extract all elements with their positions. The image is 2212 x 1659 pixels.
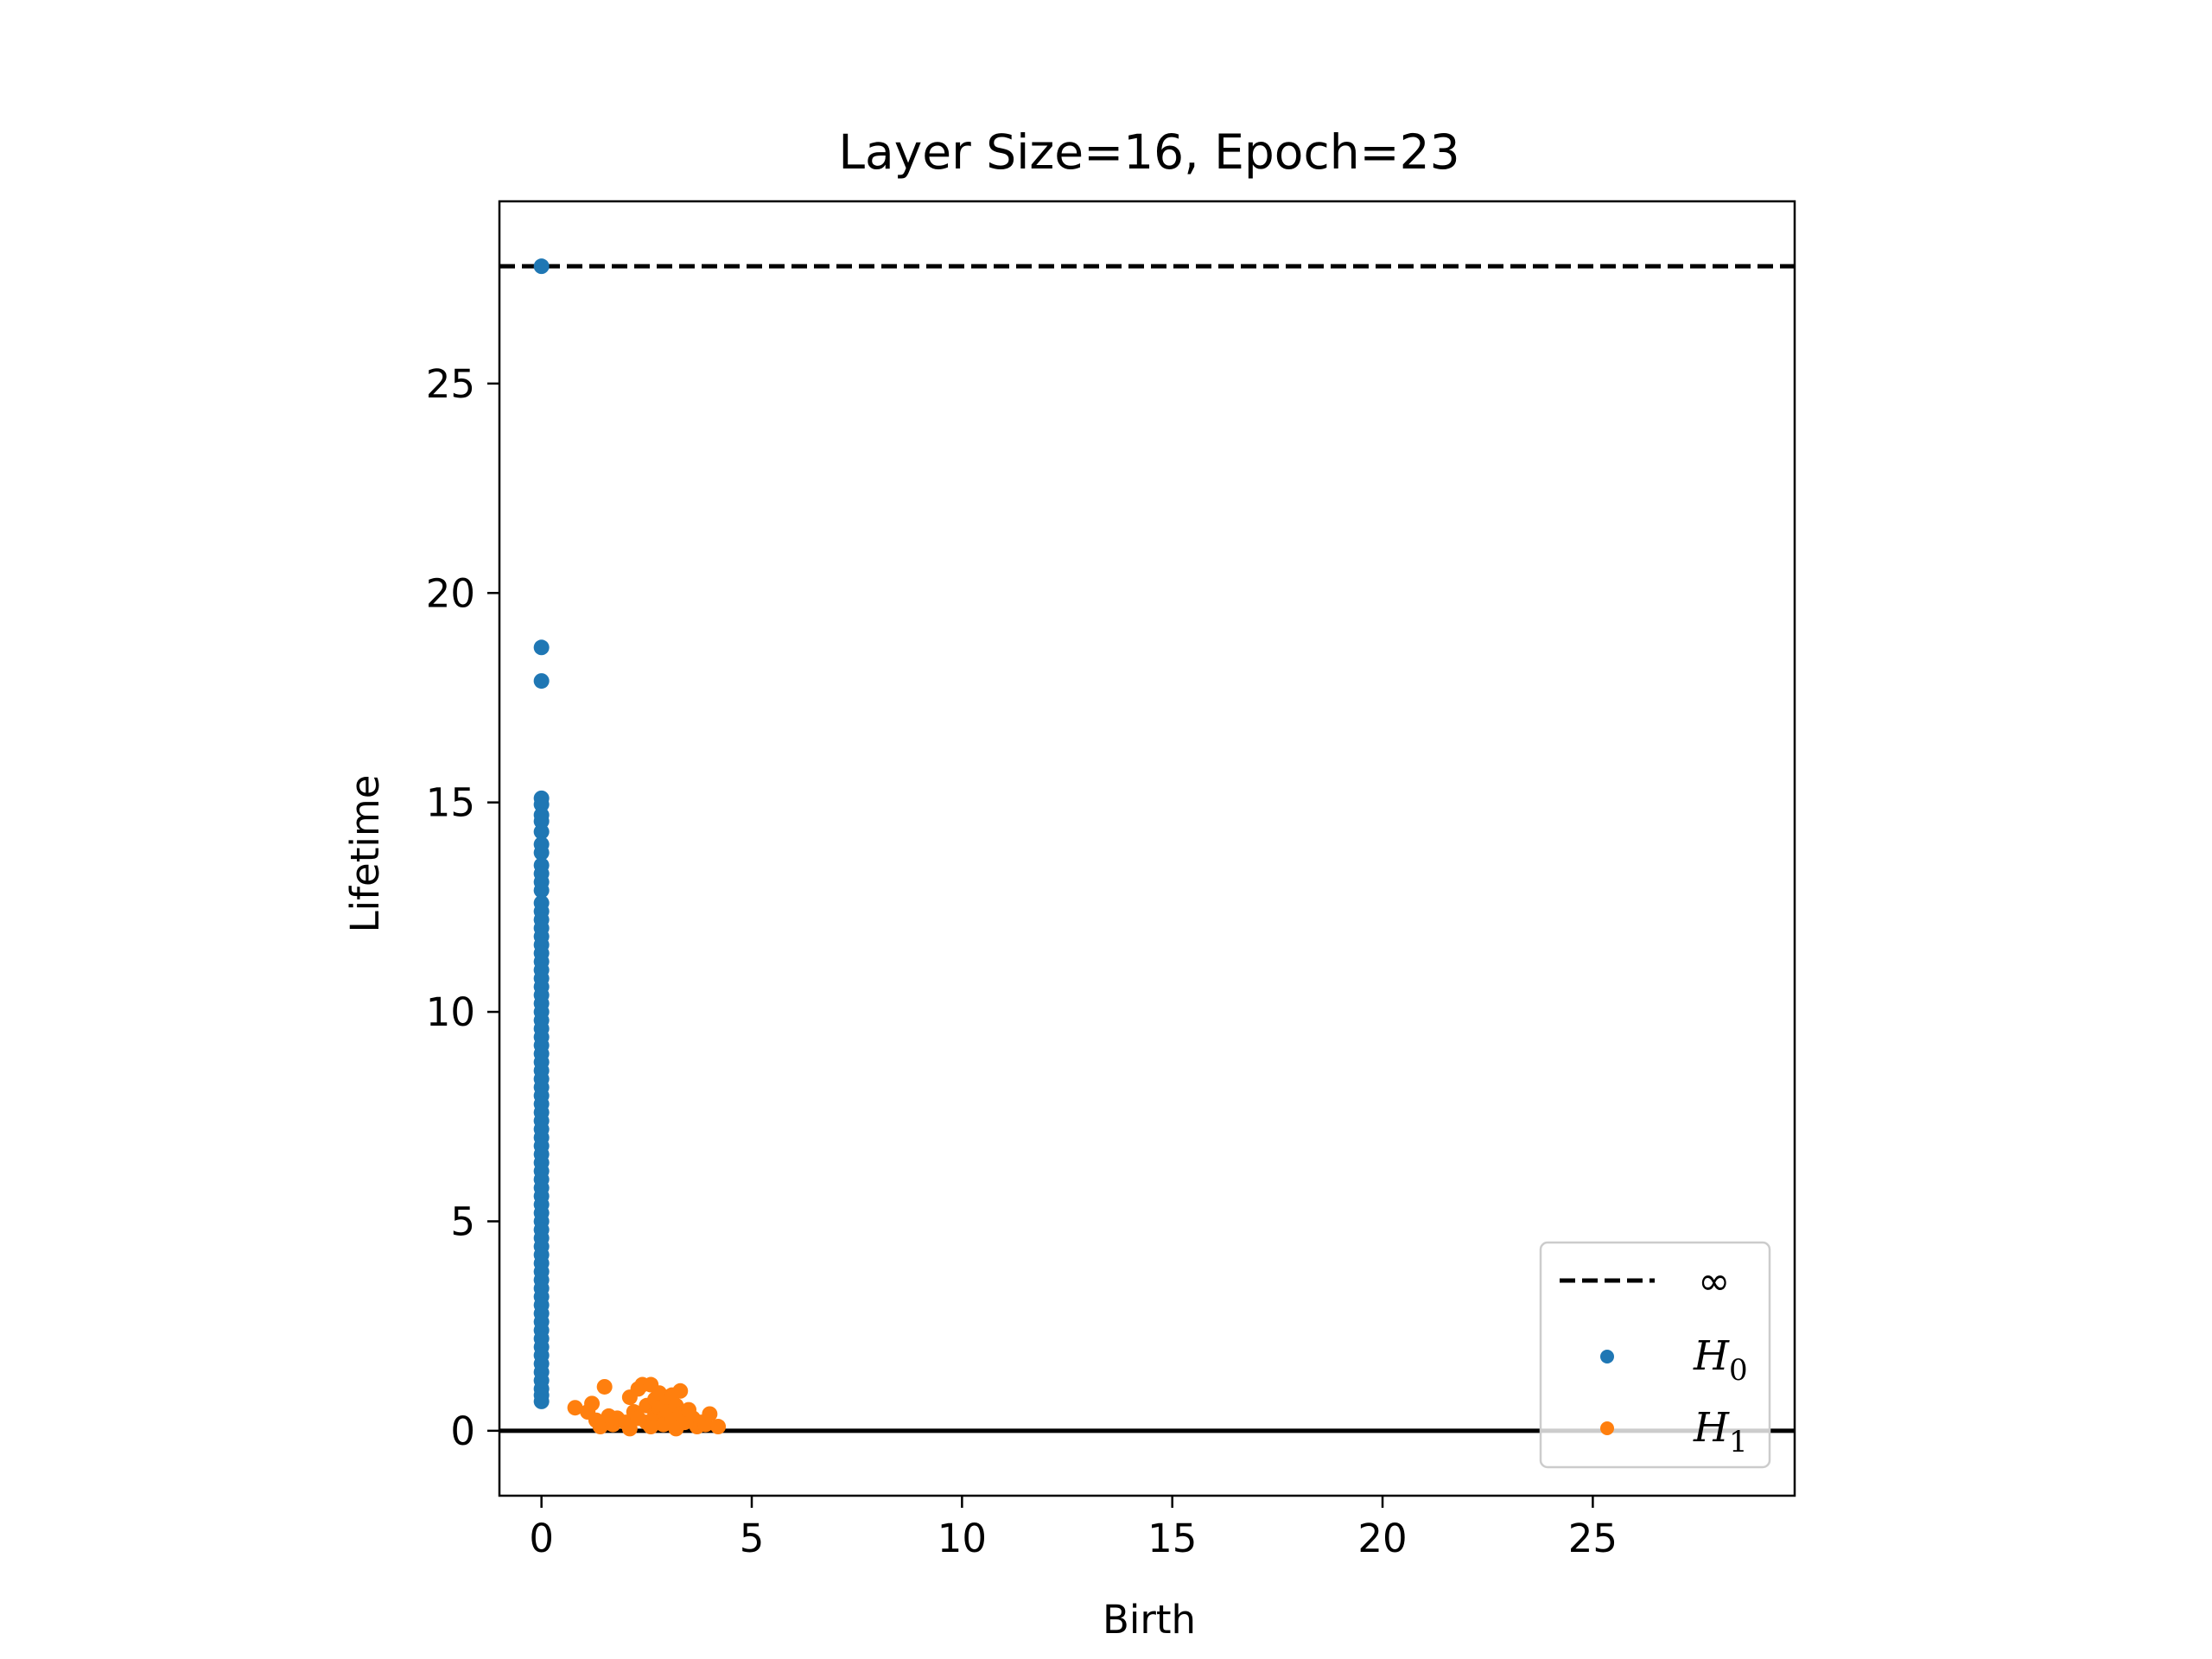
legend-h0-base: H bbox=[1693, 1332, 1730, 1380]
series-h1 bbox=[567, 1376, 727, 1437]
x-tick-label: 0 bbox=[529, 1516, 554, 1561]
axes-frame bbox=[498, 200, 1796, 1497]
plot-area bbox=[498, 200, 1796, 1497]
legend-h0-label: H0 bbox=[1693, 1332, 1748, 1388]
point-h1 bbox=[702, 1406, 718, 1422]
point-h1 bbox=[672, 1382, 689, 1399]
point-h0 bbox=[533, 673, 550, 690]
point-h1 bbox=[567, 1400, 583, 1416]
legend: ∞ H0 H1 bbox=[1539, 1241, 1771, 1469]
y-tick-label: 15 bbox=[426, 780, 475, 826]
point-h0 bbox=[533, 844, 550, 861]
y-tick-label: 20 bbox=[426, 570, 475, 616]
x-axis-ticks: 0 5 10 15 20 25 bbox=[529, 1496, 1618, 1561]
legend-infinity-label: ∞ bbox=[1698, 1258, 1731, 1304]
point-h0 bbox=[533, 258, 550, 275]
y-tick-label: 5 bbox=[450, 1198, 475, 1244]
legend-h1-label: H1 bbox=[1693, 1404, 1748, 1459]
y-tick-label: 25 bbox=[426, 361, 475, 407]
x-tick-label: 25 bbox=[1568, 1516, 1618, 1561]
y-axis-ticks: 0 5 10 15 20 25 bbox=[426, 361, 499, 1454]
point-h1 bbox=[596, 1378, 613, 1395]
point-h1 bbox=[710, 1419, 727, 1435]
y-axis-label: Lifetime bbox=[342, 775, 388, 933]
point-h1 bbox=[592, 1419, 608, 1435]
legend-h1-sub: 1 bbox=[1729, 1425, 1748, 1459]
point-h0 bbox=[533, 639, 550, 656]
legend-h0-marker bbox=[1600, 1350, 1614, 1363]
x-tick-label: 20 bbox=[1357, 1516, 1407, 1561]
x-tick-label: 5 bbox=[740, 1516, 765, 1561]
legend-h0-sub: 0 bbox=[1729, 1353, 1748, 1388]
point-h1 bbox=[584, 1395, 601, 1412]
y-tick-label: 0 bbox=[450, 1408, 475, 1454]
data-series bbox=[533, 258, 727, 1437]
point-h0 bbox=[533, 823, 550, 840]
x-tick-label: 10 bbox=[938, 1516, 987, 1561]
point-h0 bbox=[533, 882, 550, 899]
legend-h1-base: H bbox=[1693, 1404, 1730, 1452]
point-h1 bbox=[621, 1421, 638, 1437]
point-h1 bbox=[643, 1419, 659, 1435]
series-h0 bbox=[533, 258, 550, 1409]
chart-title: Layer Size=16, Epoch=23 bbox=[838, 124, 1459, 180]
point-h0 bbox=[533, 1393, 550, 1409]
y-tick-label: 10 bbox=[426, 989, 475, 1035]
legend-box bbox=[1539, 1241, 1771, 1469]
legend-h1-marker bbox=[1600, 1421, 1614, 1435]
x-axis-label: Birth bbox=[1103, 1597, 1196, 1643]
x-tick-label: 15 bbox=[1147, 1516, 1197, 1561]
